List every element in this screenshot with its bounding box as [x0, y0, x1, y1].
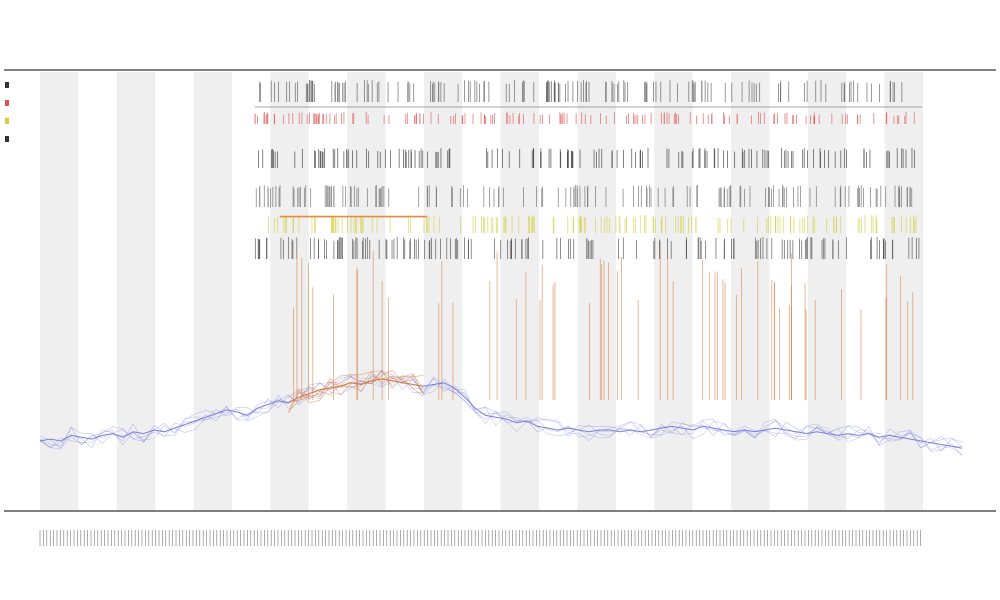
- signal-noise-line: [39, 369, 963, 455]
- series-layer: [39, 369, 963, 457]
- legend-swatch: [5, 136, 9, 142]
- legend-swatch: [5, 100, 9, 106]
- background-band: [884, 72, 923, 510]
- background-band: [270, 72, 309, 510]
- elevated-noise-line: [288, 369, 424, 413]
- legend-swatch: [5, 118, 9, 124]
- background-band: [193, 72, 232, 510]
- legend-swatch: [5, 82, 9, 88]
- elevated-noise-line: [288, 370, 424, 399]
- background-band: [500, 72, 540, 510]
- background-band: [40, 72, 79, 510]
- background-band: [423, 72, 463, 510]
- elevated-noise-line: [288, 370, 424, 414]
- elevated-line: [288, 378, 424, 404]
- background-band: [347, 72, 386, 510]
- x-tick-labels: [39, 530, 921, 546]
- event-spikes: [293, 250, 914, 400]
- signal-noise-line: [39, 373, 963, 448]
- annotation-tracks: [254, 80, 922, 259]
- elevated-noise-line: [288, 375, 424, 402]
- signal-noise-line: [39, 375, 962, 450]
- background-bands: [40, 72, 923, 510]
- background-band: [731, 72, 770, 510]
- background-band: [577, 72, 616, 510]
- background-band: [807, 72, 847, 510]
- legend: [5, 82, 9, 142]
- signal-line: [39, 378, 963, 449]
